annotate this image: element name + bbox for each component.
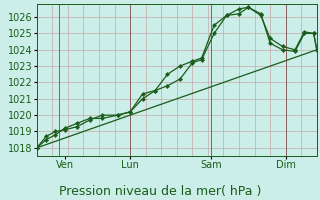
Text: Pression niveau de la mer( hPa ): Pression niveau de la mer( hPa ) bbox=[59, 185, 261, 198]
